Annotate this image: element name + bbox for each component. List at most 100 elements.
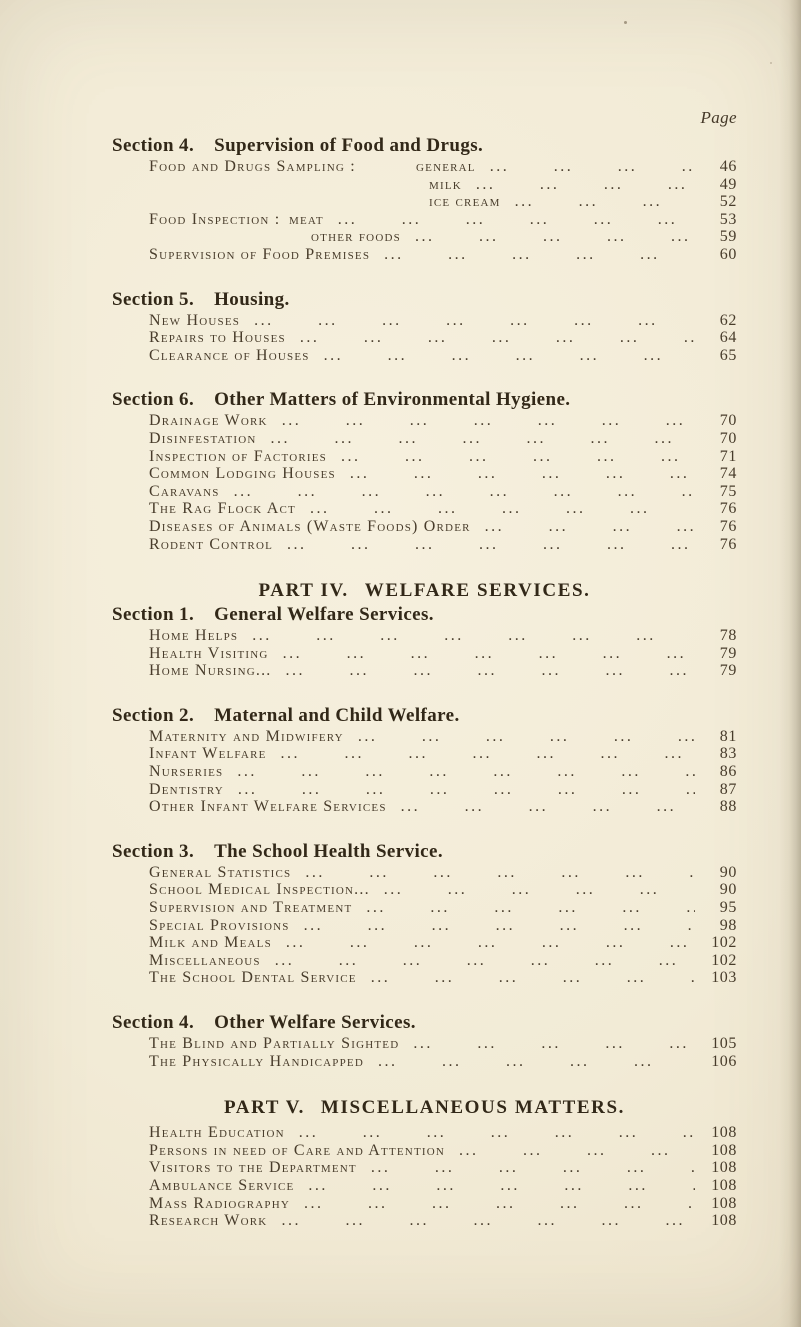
leader-dots: ... ... ... ... ... ... ... ... ... ... … (308, 1176, 695, 1194)
leader-dots: ... ... ... ... ... ... ... ... ... ... … (285, 662, 695, 680)
toc-entry: Miscellaneous ... ... ... ... ... ... ..… (149, 952, 737, 970)
toc-entry: Clearance of Houses ... ... ... ... ... … (149, 347, 737, 365)
leader-dots: ... ... ... ... ... ... ... ... ... ... … (274, 951, 695, 969)
entry-prefix: Food and Drugs Sampling : (149, 158, 356, 175)
entry-page-number: 106 (711, 1052, 737, 1070)
leader-dots: ... ... ... ... ... ... ... ... ... ... … (489, 158, 695, 175)
entry-label: Home Nursing... (149, 662, 272, 680)
entry-page-number: 71 (719, 447, 737, 465)
section-title: General Welfare Services. (214, 604, 434, 626)
entry-label: The Physically Handicapped (149, 1052, 364, 1070)
section-number: Section 4. (112, 1012, 195, 1033)
leader-dots: ... ... ... ... ... ... ... ... ... ... … (323, 346, 695, 364)
section-title: Housing. (214, 288, 290, 310)
toc-entry: The School Dental Service ... ... ... ..… (149, 969, 737, 987)
toc-entry: Nurseries ... ... ... ... ... ... ... ..… (149, 763, 737, 781)
entry-page-number: 74 (719, 465, 737, 483)
section-entries: Health Education ... ... ... ... ... ...… (149, 1124, 737, 1230)
entry-page-number: 78 (719, 627, 737, 645)
toc-entry: Diseases of Animals (Waste Foods) Order … (149, 518, 737, 536)
leader-dots: ... ... ... ... ... ... ... ... ... ... … (484, 517, 695, 535)
section-entries: General Statistics ... ... ... ... ... .… (149, 864, 737, 987)
entry-label: Visitors to the Department (149, 1159, 357, 1177)
entry-page-number: 105 (711, 1035, 737, 1052)
entry-page-number: 108 (711, 1159, 737, 1177)
part-number: PART IV. (258, 580, 349, 602)
section-entries: Drainage Work ... ... ... ... ... ... ..… (149, 412, 737, 553)
entry-label: The School Dental Service (149, 969, 357, 987)
section-title: Supervision of Food and Drugs. (214, 135, 484, 156)
toc-entry: Other Infant Welfare Services ... ... ..… (149, 798, 737, 816)
leader-dots: ... ... ... ... ... ... ... ... ... ... … (383, 881, 695, 899)
leader-dots: ... ... ... ... ... ... ... ... ... ... … (281, 412, 695, 430)
entry-page-number: 60 (719, 245, 737, 263)
toc-entry: The Blind and Partially Sighted ... ... … (149, 1035, 737, 1053)
entry-page-number: 79 (719, 644, 737, 662)
entry-label: Common Lodging Houses (149, 465, 336, 483)
entry-page-number: 108 (711, 1141, 737, 1159)
paper-speck (770, 62, 772, 64)
entry-label: Caravans (149, 482, 220, 500)
entry-page-number: 103 (711, 969, 737, 987)
entry-label: other foods (311, 228, 401, 246)
leader-dots: ... ... ... ... ... ... ... ... ... ... … (357, 727, 695, 745)
entry-label: Drainage Work (149, 412, 268, 430)
leader-dots: ... ... ... ... ... ... ... ... ... ... … (299, 329, 695, 347)
section-entries: Food and Drugs Sampling : general ... ..… (149, 158, 737, 264)
leader-dots: ... ... ... ... ... ... ... ... ... ... … (287, 535, 695, 553)
entry-label: ice cream (429, 193, 501, 211)
entry-label: Supervision and Treatment (149, 899, 353, 917)
leader-dots: ... ... ... ... ... ... ... ... ... ... … (233, 482, 695, 500)
entry-page-number: 95 (719, 899, 737, 917)
entry-label: The Blind and Partially Sighted (149, 1035, 400, 1052)
entry-label: general (416, 158, 476, 175)
entry-label: Persons in need of Care and Attention (149, 1141, 446, 1159)
toc-entry: The Rag Flock Act ... ... ... ... ... ..… (149, 500, 737, 518)
entry-label: Dentistry (149, 780, 224, 798)
section-heading: Section 6. Other Matters of Environmental… (112, 388, 737, 412)
part-heading: PART IV. WELFARE SERVICES. (112, 579, 737, 603)
toc-entry: Persons in need of Care and Attention ..… (149, 1142, 737, 1160)
part-title: WELFARE SERVICES. (364, 580, 591, 602)
entry-page-number: 79 (719, 662, 737, 680)
toc-entry: The Physically Handicapped ... ... ... .… (149, 1053, 737, 1071)
entry-page-number: 59 (719, 228, 737, 246)
leader-dots: ... ... ... ... ... ... ... ... ... ... … (282, 644, 695, 662)
toc-entry: Special Provisions ... ... ... ... ... .… (149, 917, 737, 935)
entry-label: Research Work (149, 1212, 268, 1230)
entry-label: milk (429, 175, 462, 193)
entry-label: Clearance of Houses (149, 346, 310, 364)
entry-label: Health Visiting (149, 644, 269, 662)
entry-label: General Statistics (149, 863, 292, 881)
leader-dots: ... ... ... ... ... ... ... ... ... ... … (304, 1194, 695, 1212)
entry-label: The Rag Flock Act (149, 500, 296, 518)
leader-dots: ... ... ... ... ... ... ... ... ... ... … (340, 447, 695, 465)
leader-dots: ... ... ... ... ... ... ... ... ... ... … (413, 1035, 695, 1052)
entry-page-number: 102 (711, 934, 737, 952)
part-title: MISCELLANEOUS MATTERS. (320, 1097, 625, 1119)
leader-dots: ... ... ... ... ... ... ... ... ... ... … (270, 429, 695, 447)
toc-entry: Visitors to the Department ... ... ... .… (149, 1159, 737, 1177)
section-entries: The Blind and Partially Sighted ... ... … (149, 1035, 737, 1070)
entry-prefix: Food Inspection : (149, 210, 281, 228)
leader-dots: ... ... ... ... ... ... ... ... ... ... … (280, 745, 695, 763)
leader-dots: ... ... ... ... ... ... ... ... ... ... … (384, 245, 695, 263)
toc-entry: Dentistry ... ... ... ... ... ... ... ..… (149, 781, 737, 799)
toc-entry: Supervision and Treatment ... ... ... ..… (149, 899, 737, 917)
toc-entry: Common Lodging Houses ... ... ... ... ..… (149, 465, 737, 483)
toc-entry: milk ... ... ... ... ... ... ... ... ...… (149, 176, 737, 194)
section-heading: Section 5. Housing. (112, 288, 737, 312)
toc-entry: Research Work ... ... ... ... ... ... ..… (149, 1212, 737, 1230)
entry-page-number: 76 (719, 535, 737, 553)
leader-dots: ... ... ... ... ... ... ... ... ... ... … (400, 798, 695, 816)
section-title: The School Health Service. (214, 840, 443, 862)
toc-entry: Food and Drugs Sampling : general ... ..… (149, 158, 737, 176)
leader-dots: ... ... ... ... ... ... ... ... ... ... … (237, 763, 695, 781)
section-title: Maternal and Child Welfare. (214, 704, 460, 726)
section-number: Section 5. (112, 288, 195, 310)
entry-page-number: 53 (719, 210, 737, 228)
entry-label: Special Provisions (149, 916, 290, 934)
entry-label: School Medical Inspection... (149, 881, 370, 899)
entry-page-number: 88 (719, 798, 737, 816)
leader-dots: ... ... ... ... ... ... ... ... ... ... … (281, 1212, 695, 1230)
